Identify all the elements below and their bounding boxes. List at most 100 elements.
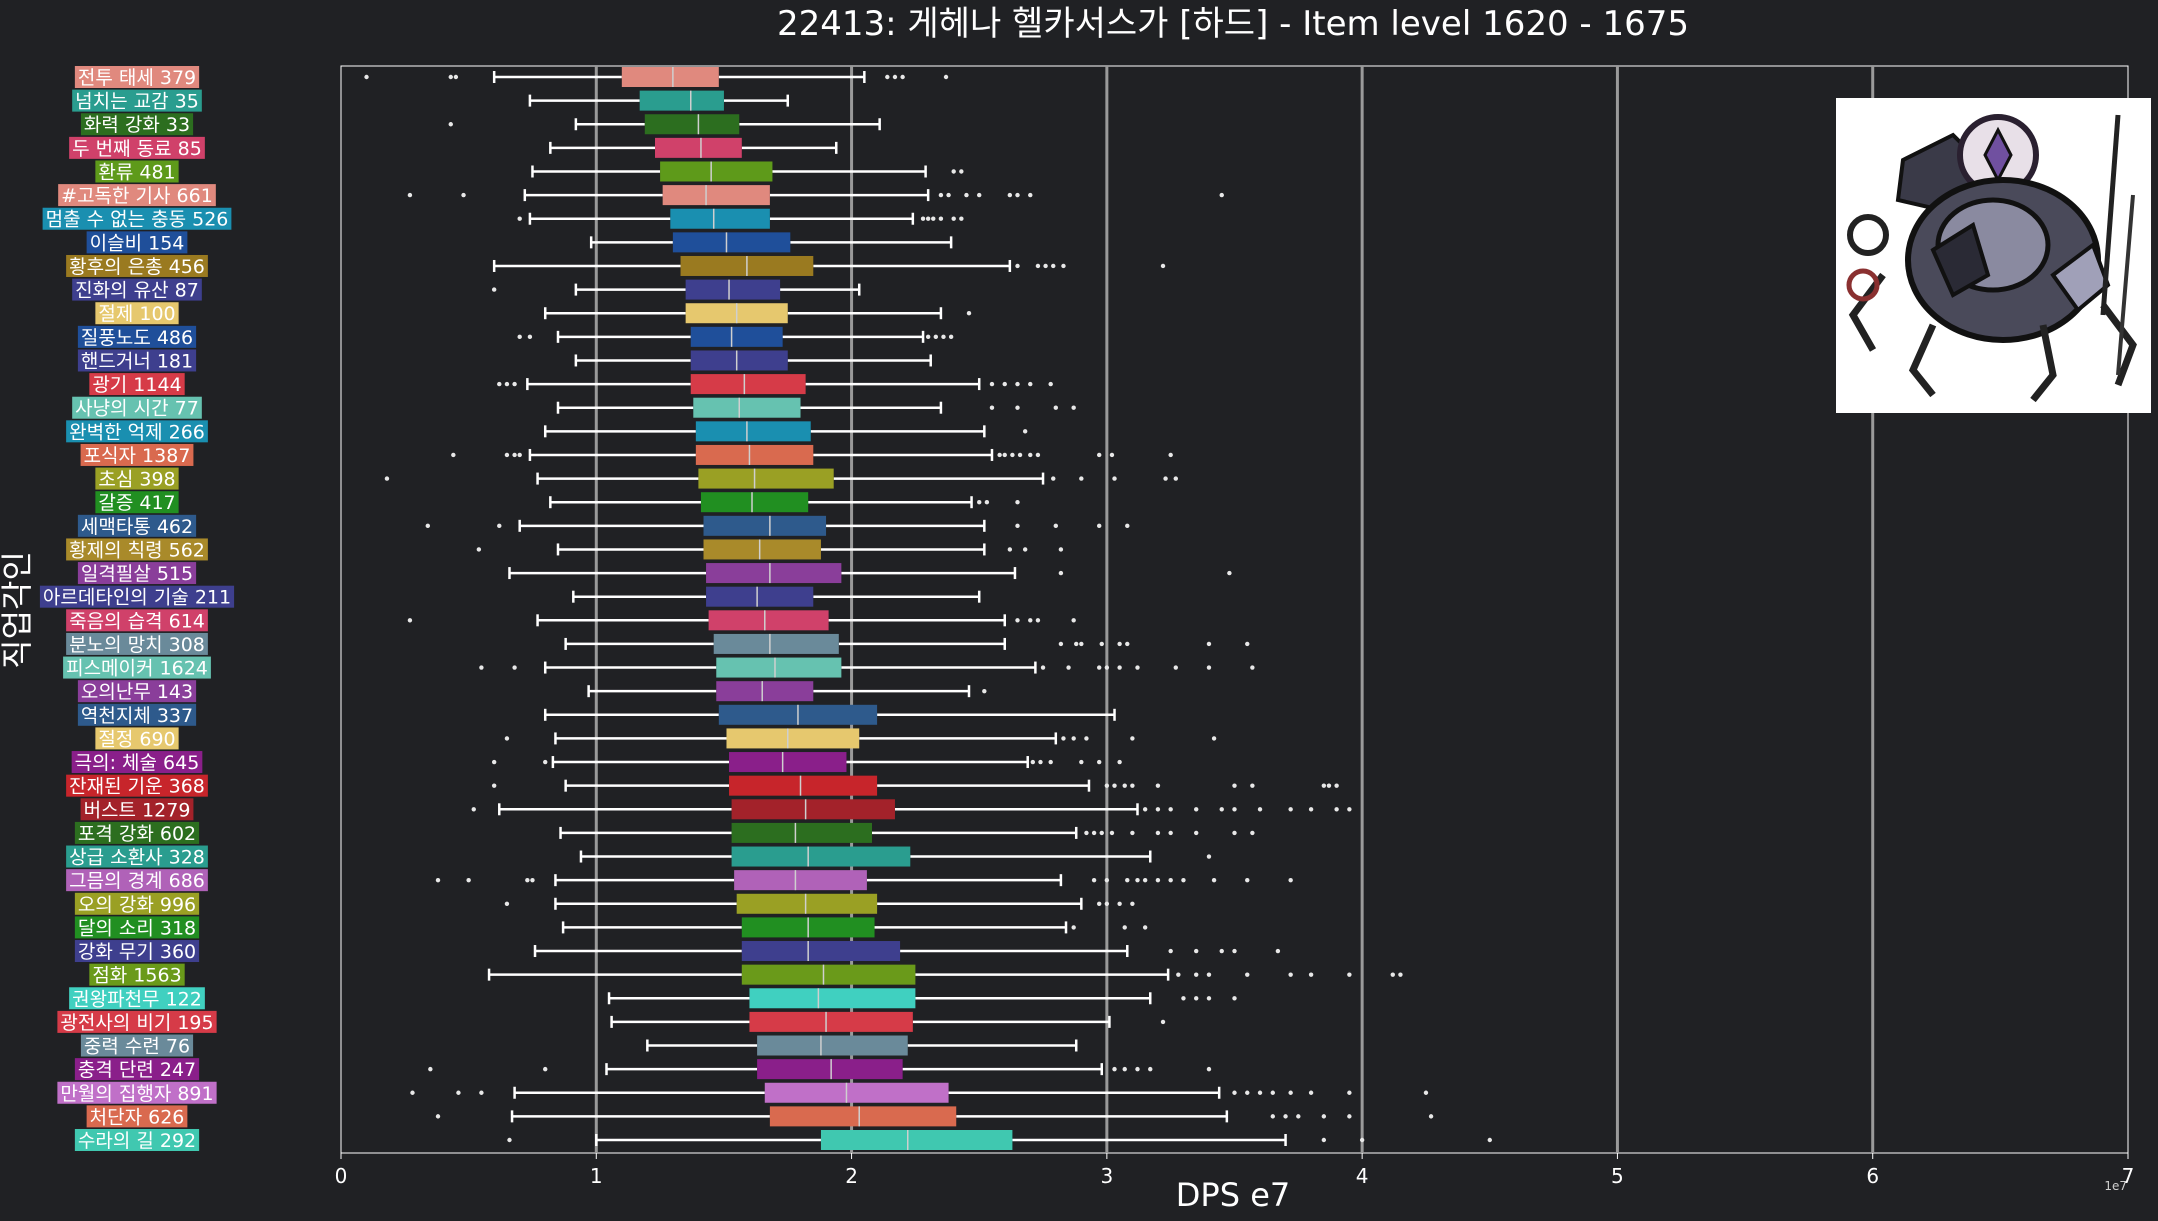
outlier-point <box>941 334 946 340</box>
outlier-point <box>1232 830 1237 836</box>
boss-portrait <box>1836 98 2151 413</box>
outlier-point <box>410 1090 415 1095</box>
outlier-point <box>1206 665 1212 670</box>
box <box>670 208 770 229</box>
outlier-point <box>1211 736 1217 741</box>
box <box>690 350 788 371</box>
category-label-background <box>66 609 208 632</box>
outlier-point <box>1283 1114 1288 1119</box>
outlier-point <box>1148 1066 1153 1072</box>
outlier-point <box>1125 523 1130 529</box>
outlier-point <box>1181 996 1186 1001</box>
category-label-background <box>89 963 185 986</box>
category-label: 상급 소환사 328 <box>66 845 208 869</box>
category-label: 버스트 1279 <box>80 798 194 821</box>
outlier-point <box>946 192 951 198</box>
outlier-point <box>931 216 936 221</box>
category-label-text: 만월의 집행자 891 <box>60 1083 213 1105</box>
box <box>741 964 916 985</box>
outlier-point <box>1122 1066 1127 1072</box>
box <box>820 1130 1013 1150</box>
category-label: 역천지체 337 <box>77 703 197 727</box>
category-label-text: 중력 수련 76 <box>84 1036 190 1058</box>
outlier-point <box>1334 807 1339 812</box>
category-label: 점화 1563 <box>89 963 185 987</box>
box-group <box>574 350 932 371</box>
category-label-text: 역천지체 337 <box>81 705 193 727</box>
outlier-point <box>507 1137 512 1143</box>
category-label-text: 초심 398 <box>98 469 175 491</box>
outlier-point <box>1112 783 1117 788</box>
category-label-background <box>72 89 202 112</box>
category-label-background <box>74 1058 200 1081</box>
category-label-text: 포격 강화 602 <box>78 823 196 845</box>
outlier-point <box>1028 192 1033 198</box>
category-label-text: 오의 강화 996 <box>78 894 196 916</box>
category-label-text: 상급 소환사 328 <box>69 847 205 869</box>
outlier-point <box>1071 736 1076 741</box>
outlier-point <box>512 381 517 387</box>
outlier-point <box>1308 807 1314 812</box>
outlier-point <box>982 688 987 694</box>
category-label-text: 환류 481 <box>98 161 175 183</box>
chart-title: 22413: 게헤나 헬카서스가 [하드] - Item level 1620 … <box>777 4 1689 44</box>
category-label: 화력 강화 33 <box>80 113 194 136</box>
category-label-background <box>77 703 197 726</box>
outlier-point <box>504 901 510 906</box>
outlier-point <box>1250 783 1255 788</box>
category-label: 수라의 길 292 <box>74 1129 200 1152</box>
category-label: 진화의 유산 87 <box>72 278 202 302</box>
outlier-point <box>1015 263 1020 269</box>
category-label-text: 강화 무기 360 <box>78 941 196 963</box>
plot-area <box>340 65 2129 1154</box>
box-group <box>508 563 1232 584</box>
box-group <box>491 752 1122 773</box>
outlier-point <box>1135 877 1140 883</box>
category-label: #고독한 기사 661 <box>58 184 216 207</box>
box-group <box>543 303 972 324</box>
category-label: 갈증 417 <box>95 491 179 514</box>
box-group <box>543 704 1116 725</box>
outlier-point <box>1125 641 1130 647</box>
outlier-point <box>1347 1090 1352 1095</box>
outlier-point <box>900 74 905 80</box>
box-group <box>531 161 964 182</box>
outlier-point <box>1109 830 1115 836</box>
outlier-point <box>1194 996 1199 1001</box>
outlier-point <box>1071 618 1076 623</box>
outlier-point <box>1117 901 1122 906</box>
outlier-point <box>1288 972 1293 977</box>
category-label-background <box>69 136 205 159</box>
x-tick-label: 7 <box>2122 1164 2135 1188</box>
category-label-text: 갈증 417 <box>98 492 175 514</box>
category-label: 멈출 수 없는 충동 526 <box>42 207 232 231</box>
outlier-point <box>504 452 510 458</box>
category-label: 환류 481 <box>95 160 179 183</box>
outlier-point <box>491 759 497 765</box>
category-label-background <box>95 727 179 750</box>
box <box>693 397 801 418</box>
box <box>690 374 806 395</box>
y-axis-label: 직업각인 <box>0 551 36 669</box>
category-label: 절제 100 <box>95 302 179 325</box>
box-group <box>572 586 981 607</box>
outlier-point <box>1022 429 1028 434</box>
outlier-point <box>1194 972 1199 977</box>
outlier-point <box>428 1066 433 1072</box>
box <box>655 137 742 158</box>
outlier-point <box>1347 1114 1352 1119</box>
outlier-point <box>951 169 956 174</box>
category-label: 처단자 626 <box>86 1105 188 1128</box>
outlier-point <box>1061 263 1066 269</box>
category-label: 이슬비 154 <box>86 231 188 254</box>
outlier-point <box>1142 925 1148 930</box>
category-label-text: 극의: 체술 645 <box>75 752 200 774</box>
outlier-point <box>1096 665 1102 670</box>
outlier-point <box>1030 759 1036 765</box>
outlier-point <box>543 759 548 765</box>
outlier-point <box>892 74 898 80</box>
outlier-point <box>984 500 990 505</box>
outlier-point <box>1326 783 1332 788</box>
category-label-text: 일격필살 515 <box>81 563 193 585</box>
